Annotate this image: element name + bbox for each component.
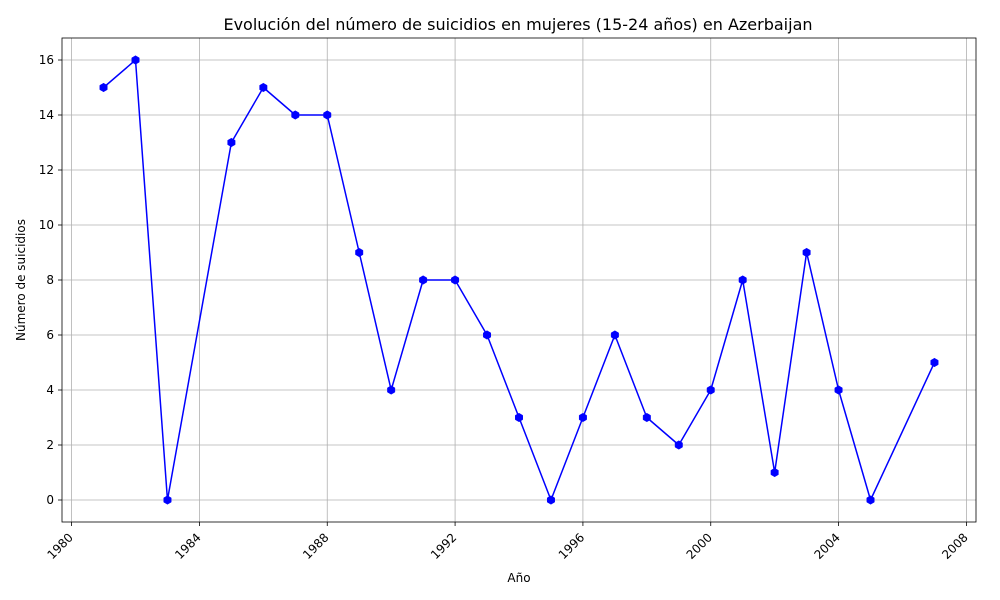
- data-point: [674, 440, 683, 450]
- x-tick-label: 1992: [428, 530, 459, 561]
- data-point: [642, 412, 651, 423]
- data-point: [515, 412, 523, 423]
- y-tick-label: 6: [46, 328, 54, 342]
- data-point: [738, 275, 747, 285]
- chart-title: Evolución del número de suicidios en muj…: [223, 15, 812, 34]
- data-point: [930, 357, 939, 368]
- data-point: [387, 385, 396, 395]
- x-tick-label: 1988: [300, 530, 331, 561]
- data-point: [610, 330, 619, 340]
- y-tick-label: 16: [39, 53, 54, 67]
- data-point: [259, 82, 268, 93]
- x-tick-label: 2004: [811, 530, 842, 561]
- x-axis-label: Año: [507, 571, 530, 585]
- data-point: [546, 495, 555, 505]
- data-point: [483, 330, 492, 340]
- y-tick-label: 2: [46, 438, 54, 452]
- x-tick-label: 2008: [939, 530, 970, 561]
- data-point: [419, 275, 428, 285]
- x-tick-label: 1980: [44, 530, 75, 561]
- x-tick-label: 2000: [684, 530, 715, 561]
- data-point: [451, 275, 460, 285]
- y-tick-label: 8: [46, 273, 54, 287]
- y-tick-label: 14: [39, 108, 54, 122]
- data-point: [99, 82, 108, 93]
- y-tick-label: 12: [39, 163, 54, 177]
- data-point: [802, 247, 811, 258]
- data-point: [770, 467, 779, 478]
- y-tick-label: 10: [39, 218, 54, 232]
- y-axis: 0 2 4 6 8 10 12 14 16: [39, 53, 62, 507]
- data-point: [866, 495, 875, 505]
- data-point: [163, 495, 172, 505]
- data-point: [355, 247, 364, 258]
- data-point: [706, 385, 715, 395]
- x-tick-label: 1984: [172, 530, 203, 561]
- data-point: [578, 412, 587, 423]
- x-axis: 1980 1984 1988 1992 1996 2000 2004 2008: [44, 522, 971, 562]
- data-point: [131, 55, 140, 65]
- data-point: [291, 110, 300, 120]
- grid: [62, 38, 976, 522]
- y-tick-label: 4: [46, 383, 54, 397]
- data-series: [99, 55, 939, 505]
- data-point: [227, 137, 236, 148]
- y-axis-label: Número de suicidios: [14, 219, 28, 341]
- data-point: [323, 110, 332, 120]
- data-point: [834, 385, 843, 395]
- y-tick-label: 0: [46, 493, 54, 507]
- x-tick-label: 1996: [556, 530, 587, 561]
